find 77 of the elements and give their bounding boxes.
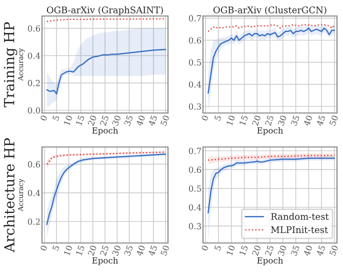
y-tick-label: 0.3: [188, 103, 201, 110]
legend-label: Random-test: [271, 212, 329, 220]
x-tick-label: 40: [136, 114, 146, 126]
x-tick-label: 40: [136, 244, 146, 256]
x-tick-label: 20: [88, 114, 97, 126]
x-tick-label: 10: [226, 244, 236, 256]
x-axis-title: Epoch: [257, 127, 284, 136]
x-tick-label: 50: [329, 114, 338, 126]
x-tick-label: 10: [226, 114, 236, 126]
x-tick-label: 25: [100, 115, 109, 126]
x-tick-label: 5: [52, 115, 60, 121]
y-tick-label: 0.5: [188, 59, 201, 66]
x-axis-title: Epoch: [92, 257, 118, 266]
x-tick-label: 30: [278, 244, 287, 256]
x-axis-title: Epoch: [92, 127, 118, 136]
line-series: [208, 28, 336, 94]
y-tick-label: 0.6: [188, 166, 202, 173]
x-tick-label: 5: [214, 115, 222, 121]
y-tick-label: 0.2: [28, 218, 40, 225]
x-tick-label: 5: [52, 245, 60, 251]
line-series: [46, 48, 166, 94]
x-tick-label: 0: [40, 244, 48, 252]
x-tick-label: 50: [329, 244, 338, 256]
x-axis-title: Epoch: [257, 257, 284, 266]
line-series: [208, 24, 336, 32]
x-tick-label: 30: [112, 114, 122, 126]
x-tick-label: 35: [290, 245, 300, 256]
y-tick-label: 0.6: [28, 161, 40, 168]
y-tick-label: 0.4: [28, 52, 40, 59]
x-tick-label: 15: [239, 245, 248, 256]
y-tick-label: 0.3: [188, 223, 201, 230]
y-tick-label: 0.4: [188, 81, 202, 88]
y-tick-label: 0.4: [188, 204, 202, 211]
x-tick-label: 20: [88, 244, 97, 256]
x-tick-label: 45: [316, 115, 326, 126]
x-tick-label: 0: [201, 114, 209, 122]
x-tick-label: 10: [64, 114, 73, 126]
x-tick-label: 15: [239, 115, 248, 126]
x-tick-label: 45: [148, 115, 158, 126]
x-tick-label: 45: [148, 245, 158, 256]
x-tick-label: 45: [316, 245, 326, 256]
x-tick-label: 40: [303, 114, 313, 126]
x-tick-label: 35: [290, 115, 300, 126]
x-tick-label: 10: [64, 244, 73, 256]
y-tick-label: 0.7: [188, 148, 202, 154]
x-tick-label: 0: [201, 244, 209, 252]
x-tick-label: 25: [100, 245, 109, 256]
x-tick-label: 30: [278, 114, 287, 126]
line-series: [208, 158, 336, 214]
x-tick-label: 0: [40, 114, 48, 122]
line-series: [46, 151, 166, 165]
text: Training HP: [4, 22, 18, 108]
x-tick-label: 20: [252, 114, 262, 126]
x-tick-label: 50: [160, 114, 170, 126]
x-tick-label: 35: [124, 115, 134, 126]
chart-title: OGB-arXiv (ClusterGCN): [213, 6, 326, 15]
y-tick-label: 0.6: [28, 25, 40, 32]
x-tick-label: 50: [160, 244, 170, 256]
x-tick-label: 30: [112, 244, 122, 256]
x-tick-label: 15: [76, 115, 85, 126]
x-tick-label: 25: [264, 115, 274, 126]
y-tick-label: 0.6: [188, 37, 202, 44]
y-tick-label: 0.2: [28, 80, 40, 86]
y-tick-label: 0.4: [28, 190, 40, 196]
x-tick-label: 15: [76, 245, 85, 256]
x-tick-label: 5: [214, 245, 222, 251]
y-tick-label: 0.7: [188, 15, 202, 22]
x-tick-label: 25: [264, 245, 274, 256]
x-tick-label: 35: [124, 245, 134, 256]
line-series: [46, 154, 166, 225]
legend-label: MLPInit-test: [271, 226, 328, 234]
x-tick-label: 40: [303, 244, 313, 256]
y-tick-label: 0.5: [188, 185, 201, 192]
y-tick-label: 0.0: [28, 107, 40, 114]
chart-title: OGB-arXiv (GraphSAINT): [46, 6, 163, 16]
x-tick-label: 20: [252, 244, 262, 256]
text: Architecture HP: [4, 138, 15, 252]
